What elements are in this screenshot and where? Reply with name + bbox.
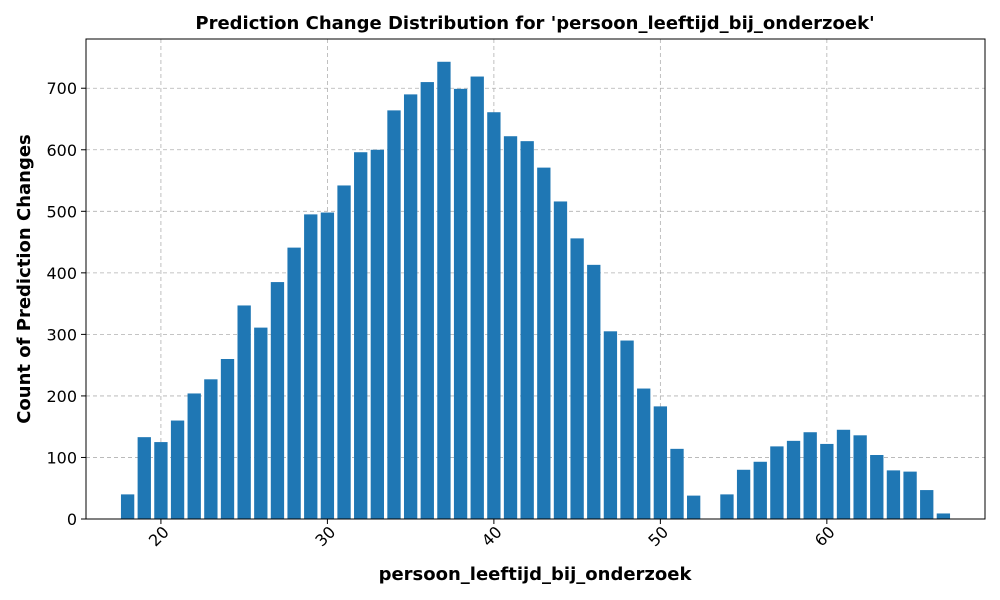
bar xyxy=(886,470,901,519)
bar xyxy=(653,406,668,519)
x-axis-label: persoon_leeftijd_bij_onderzoek xyxy=(379,564,693,585)
y-tick-label: 300 xyxy=(46,325,77,344)
y-tick-label: 0 xyxy=(67,510,77,529)
bar xyxy=(587,264,601,519)
bar xyxy=(786,440,801,519)
bar xyxy=(354,152,368,519)
bar xyxy=(753,461,767,519)
y-tick-label: 600 xyxy=(46,141,77,160)
bar xyxy=(520,141,534,519)
y-tick-label: 200 xyxy=(46,387,77,406)
bar xyxy=(670,448,684,519)
bar xyxy=(420,82,434,520)
bar xyxy=(603,331,618,519)
bar xyxy=(237,305,251,519)
bar xyxy=(620,340,634,519)
y-axis-label: Count of Prediction Changes xyxy=(14,134,35,424)
bar xyxy=(720,494,734,519)
bar xyxy=(537,167,551,519)
bar xyxy=(337,185,351,519)
x-axis-ticks: 20 30 40 50 60 xyxy=(145,519,839,550)
bar xyxy=(304,214,318,519)
bar xyxy=(170,420,185,519)
bar xyxy=(287,247,301,519)
bar xyxy=(370,149,385,519)
bar xyxy=(936,513,951,519)
bar xyxy=(870,455,884,519)
chart-title: Prediction Change Distribution for 'pers… xyxy=(195,13,874,34)
bars xyxy=(120,61,951,520)
x-tick-label: 40 xyxy=(478,522,506,550)
bar xyxy=(686,495,701,519)
y-tick-label: 700 xyxy=(46,79,77,98)
bar xyxy=(553,201,568,519)
bar xyxy=(154,442,168,519)
bar xyxy=(204,379,218,519)
bar xyxy=(470,76,484,520)
bar xyxy=(836,429,851,519)
bar xyxy=(820,443,834,519)
bar xyxy=(270,282,285,519)
bar xyxy=(120,494,135,519)
y-axis-ticks: 0 100 200 300 400 500 600 700 xyxy=(46,79,86,529)
x-tick-label: 60 xyxy=(811,522,839,550)
bar xyxy=(736,469,751,519)
bar xyxy=(803,432,817,519)
bar xyxy=(570,238,584,519)
bar xyxy=(320,212,335,520)
bar xyxy=(637,388,651,519)
x-tick-label: 20 xyxy=(145,522,173,550)
bar xyxy=(503,136,518,519)
bar xyxy=(187,393,201,519)
bar xyxy=(254,327,268,519)
bar xyxy=(453,88,468,519)
bar xyxy=(770,446,784,519)
bar xyxy=(853,435,867,519)
bar xyxy=(387,110,401,519)
y-tick-label: 400 xyxy=(46,264,77,283)
bar xyxy=(903,471,917,519)
bar xyxy=(403,94,418,519)
bar xyxy=(920,490,934,519)
bar xyxy=(437,61,451,520)
plot-frame xyxy=(85,38,986,520)
bar xyxy=(137,437,151,519)
x-tick-label: 30 xyxy=(311,522,339,550)
x-tick-label: 50 xyxy=(644,522,672,550)
bar xyxy=(487,112,501,519)
y-tick-label: 100 xyxy=(46,448,77,467)
bar xyxy=(220,359,235,519)
y-tick-label: 500 xyxy=(46,202,77,221)
